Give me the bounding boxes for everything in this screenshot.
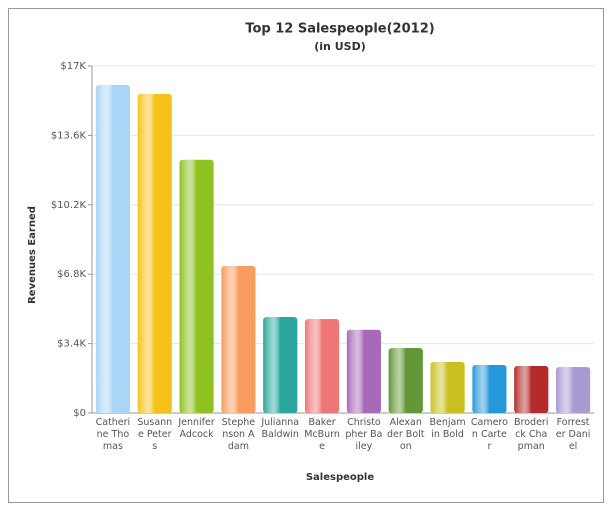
x-tick-label: Julianna Baldwin — [261, 417, 300, 440]
x-tick-label-box: Cameron Carter — [470, 417, 508, 452]
y-tick-label: $10.2K — [51, 200, 87, 211]
x-tick-label-box: Julianna Baldwin — [261, 417, 300, 440]
x-tick-label: Benjamin Bold — [429, 417, 466, 440]
bar — [472, 365, 507, 413]
y-tick-label: $17K — [60, 61, 86, 72]
bar — [346, 329, 381, 413]
x-tick-label: Jennifer Adcock — [178, 417, 215, 440]
y-tick-label: $6.8K — [57, 269, 86, 280]
x-tick-label-box: Benjamin Bold — [429, 417, 466, 440]
x-tick-label: Susanne Peters — [137, 417, 173, 452]
bar — [137, 93, 172, 414]
x-tick-label: Christopher Bailey — [345, 417, 383, 452]
x-tick-label-box: Alexander Bolton — [387, 417, 425, 452]
x-tick-label: Catherine Thomas — [95, 417, 131, 452]
y-tick-label: $3.4K — [57, 339, 86, 350]
x-tick-label: Alexander Bolton — [387, 417, 425, 452]
bar — [388, 348, 423, 413]
x-tick-label-box: Christopher Bailey — [345, 417, 383, 452]
x-tick-label: Baker McBurne — [304, 417, 340, 452]
x-tick-label: Broderick Chapman — [514, 417, 549, 452]
x-tick-label-box: Stephenson Adam — [221, 417, 256, 452]
x-tick-label-box: Forrester Daniel — [555, 417, 591, 452]
x-tick-label-box: Jennifer Adcock — [178, 417, 215, 440]
chart-subtitle: (in USD) — [314, 40, 365, 53]
bar — [263, 317, 298, 413]
bar — [305, 319, 340, 413]
x-tick-label-box: Broderick Chapman — [514, 417, 549, 452]
x-axis-label: Salespeople — [306, 472, 375, 483]
bar — [556, 367, 591, 413]
y-tick-label: $0 — [73, 408, 86, 419]
chart-title: Top 12 Salespeople(2012) — [245, 22, 434, 37]
x-tick-label-box: Catherine Thomas — [95, 417, 131, 452]
x-tick-label-box: Baker McBurne — [304, 417, 340, 452]
y-tick-label: $13.6K — [51, 130, 87, 141]
bar — [221, 266, 256, 413]
bar — [514, 366, 549, 413]
x-tick-label: Stephenson Adam — [221, 417, 256, 452]
y-axis-label: Revenues Earned — [27, 206, 38, 304]
bar — [179, 159, 214, 413]
x-tick-label-box: Susanne Peters — [137, 417, 173, 452]
bar — [95, 84, 130, 413]
x-tick-label: Forrester Daniel — [555, 417, 591, 452]
bar — [430, 361, 465, 413]
x-tick-label: Cameron Carter — [470, 417, 508, 452]
